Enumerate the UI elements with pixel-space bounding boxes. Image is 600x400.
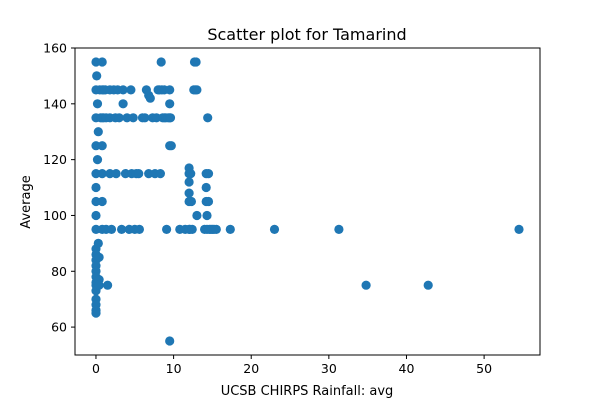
x-tick-label: 40 bbox=[399, 361, 415, 376]
data-point bbox=[191, 57, 201, 67]
data-point bbox=[225, 224, 235, 234]
data-points bbox=[91, 57, 524, 346]
data-point bbox=[92, 71, 102, 81]
y-tick-label: 120 bbox=[43, 152, 67, 167]
chart-title: Scatter plot for Tamarind bbox=[207, 25, 406, 44]
data-point bbox=[361, 280, 371, 290]
y-tick-label: 100 bbox=[43, 208, 67, 223]
data-point bbox=[165, 85, 175, 95]
data-point bbox=[423, 280, 433, 290]
data-point bbox=[334, 224, 344, 234]
data-point bbox=[155, 169, 165, 179]
data-point bbox=[91, 210, 101, 221]
data-point bbox=[192, 85, 202, 95]
data-point bbox=[118, 85, 128, 95]
y-axis-title: Average bbox=[19, 175, 34, 228]
data-point bbox=[156, 57, 166, 67]
data-point bbox=[203, 196, 214, 207]
data-point bbox=[140, 113, 150, 123]
data-point bbox=[187, 224, 197, 234]
data-point bbox=[97, 141, 107, 151]
x-axis-ticks: 0 10 20 30 40 50 bbox=[92, 355, 492, 376]
data-point bbox=[165, 99, 175, 109]
data-point bbox=[117, 224, 127, 234]
x-tick-label: 50 bbox=[476, 361, 492, 376]
data-point bbox=[93, 238, 103, 248]
data-point bbox=[111, 169, 121, 179]
data-point bbox=[92, 99, 103, 109]
data-point bbox=[97, 57, 107, 67]
data-point bbox=[184, 177, 194, 187]
plot-frame bbox=[74, 47, 541, 356]
data-point bbox=[126, 85, 136, 95]
data-point bbox=[203, 113, 213, 123]
data-point bbox=[514, 224, 524, 234]
data-point bbox=[202, 210, 212, 221]
data-point bbox=[162, 224, 172, 234]
data-point bbox=[165, 336, 175, 346]
x-tick-label: 20 bbox=[243, 361, 259, 376]
data-point bbox=[165, 113, 176, 123]
data-point bbox=[97, 196, 107, 207]
data-point bbox=[128, 113, 138, 123]
data-point bbox=[91, 308, 101, 318]
data-point bbox=[192, 210, 202, 221]
data-point bbox=[92, 155, 103, 165]
y-tick-label: 80 bbox=[51, 264, 67, 279]
data-point bbox=[97, 169, 107, 179]
data-point bbox=[114, 113, 124, 123]
data-point bbox=[118, 99, 128, 109]
y-axis-ticks: 60 80 100 120 140 160 bbox=[43, 41, 75, 335]
data-point bbox=[186, 169, 196, 179]
data-point bbox=[94, 280, 104, 290]
y-tick-label: 60 bbox=[51, 320, 67, 335]
data-point bbox=[201, 182, 211, 193]
data-point bbox=[91, 182, 101, 193]
x-axis-title: UCSB CHIRPS Rainfall: avg bbox=[221, 384, 394, 399]
data-point bbox=[166, 141, 176, 151]
data-point bbox=[134, 224, 144, 234]
data-point bbox=[106, 224, 117, 234]
data-point bbox=[211, 224, 221, 234]
data-point bbox=[186, 196, 196, 207]
data-point bbox=[103, 280, 113, 290]
data-point bbox=[269, 224, 280, 234]
x-tick-label: 0 bbox=[92, 361, 100, 376]
data-point bbox=[93, 127, 103, 137]
data-point bbox=[145, 93, 155, 103]
y-tick-label: 160 bbox=[43, 41, 67, 56]
y-tick-label: 140 bbox=[43, 96, 67, 111]
data-point bbox=[184, 188, 194, 198]
data-point bbox=[144, 169, 154, 179]
data-point bbox=[94, 252, 104, 262]
data-point bbox=[134, 169, 144, 179]
x-tick-label: 30 bbox=[321, 361, 337, 376]
x-tick-label: 10 bbox=[166, 361, 182, 376]
data-point bbox=[203, 169, 214, 179]
